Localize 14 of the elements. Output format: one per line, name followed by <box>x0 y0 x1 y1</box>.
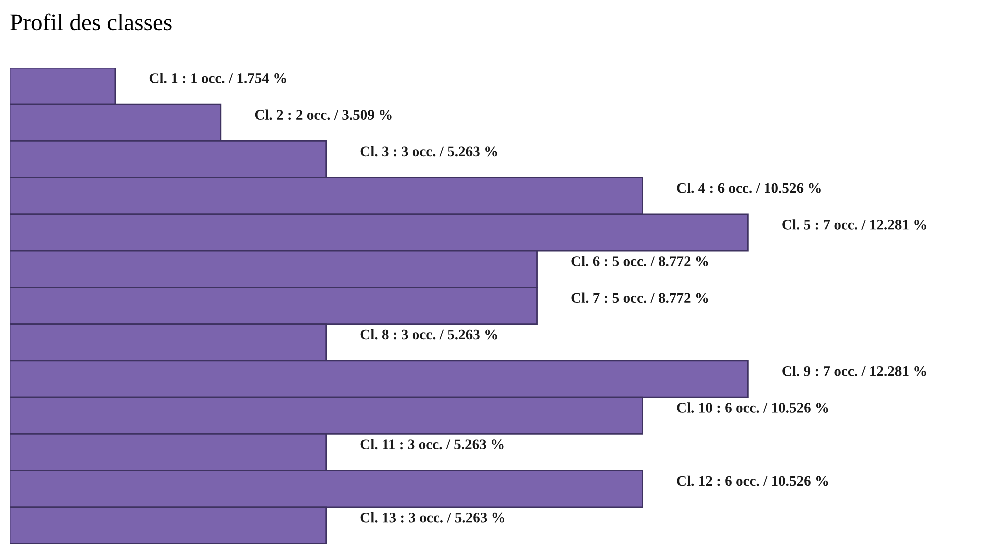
data-label: Cl. 8 : 3 occ. / 5.263 % <box>360 329 498 340</box>
data-label: Cl. 1 : 1 occ. / 1.754 % <box>150 73 286 84</box>
data-label: Cl. 13 : 3 occ. / 5.263 % <box>360 512 505 523</box>
data-label: Cl. 10 : 6 occ. / 10.526 % <box>677 402 828 413</box>
data-label: Cl. 2 : 2 occ. / 3.509 % <box>255 110 392 120</box>
data-label: Cl. 3 : 3 occ. / 5.263 % <box>360 146 498 157</box>
data-label: Cl. 4 : 6 occ. / 10.526 % <box>677 182 821 194</box>
chart-title: Profil des classes <box>10 14 172 31</box>
data-label: Cl. 12 : 6 occ. / 10.526 % <box>677 476 828 486</box>
data-label: Cl. 5 : 7 occ. / 12.281 % <box>782 220 926 230</box>
data-label: Cl. 7 : 5 occ. / 8.772 % <box>572 292 708 304</box>
data-label: Cl. 9 : 7 occ. / 12.281 % <box>782 366 926 376</box>
data-label: Cl. 6 : 5 occ. / 8.772 % <box>572 256 708 267</box>
data-label: Cl. 11 : 3 occ. / 5.263 % <box>360 439 504 450</box>
